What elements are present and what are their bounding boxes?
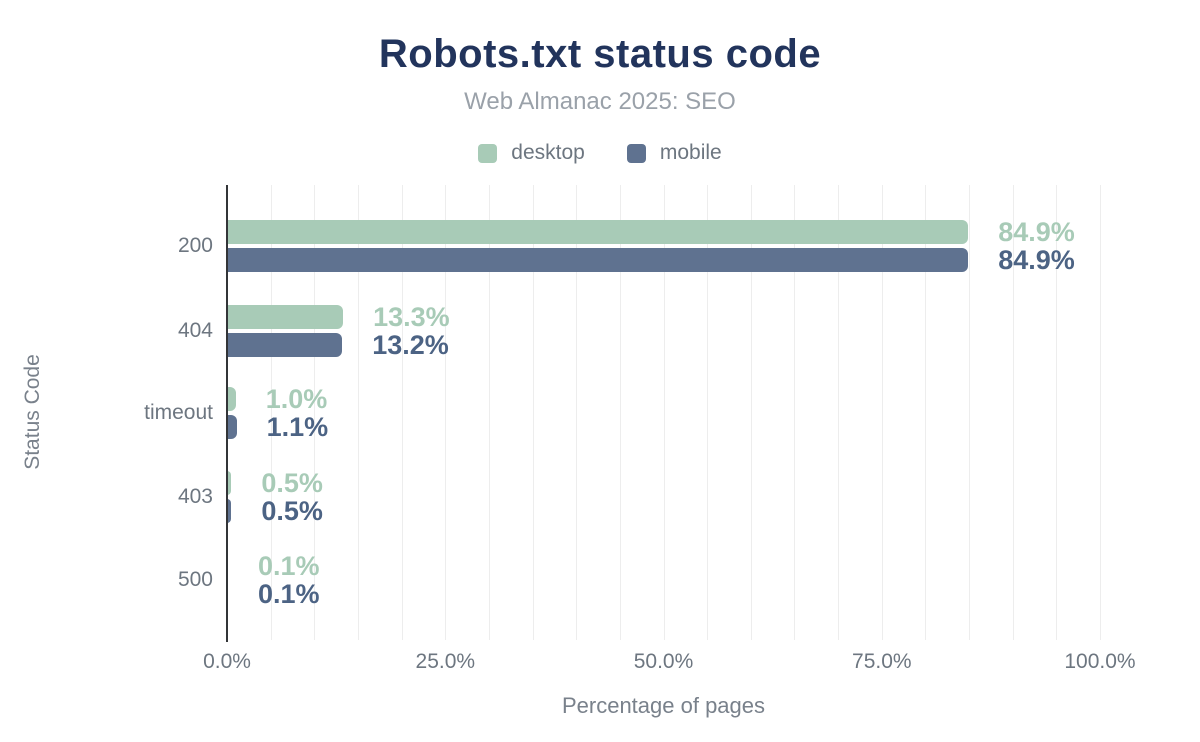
gridline [707,185,709,640]
gridline [314,185,316,640]
gridline [401,185,403,640]
x-axis-title: Percentage of pages [561,693,766,718]
gridline [663,185,665,640]
gridline [488,185,490,640]
bar-mobile-403[interactable] [227,499,232,523]
bar-desktop-timeout[interactable] [227,387,236,411]
value-label-desktop-404: 13.3% [373,302,450,332]
chart-title: Robots.txt status code [378,32,822,76]
legend: desktop mobile [0,141,1200,165]
gridline [881,185,883,640]
gridline [838,185,840,640]
mobile-swatch-icon [626,143,646,163]
bar-mobile-timeout[interactable] [227,415,237,439]
gridline [750,185,752,640]
x-tick-label-50: 50.0% [633,650,694,673]
x-tick-label-25: 25.0% [415,650,476,673]
gridline [925,185,927,640]
bar-mobile-200[interactable] [227,248,969,272]
category-labels: 200 404 timeout 403 500 [0,185,213,640]
gridline [969,185,970,640]
category-label-timeout: timeout [144,401,213,424]
category-label-200: 200 [177,234,213,257]
gridline [619,185,621,640]
bar-desktop-404[interactable] [227,305,344,329]
chart-subtitle: Web Almanac 2025: SEO [464,88,736,115]
gridline [1100,185,1101,640]
x-tick-label-75: 75.0% [852,650,912,673]
value-label-desktop-500: 0.1% [258,551,320,581]
value-label-mobile-200: 84.9% [998,245,1075,275]
x-axis-ticks: 0.0% 25.0% 50.0% 75.0% 100.0% [0,650,1200,676]
gridline [576,185,578,640]
bar-mobile-404[interactable] [227,333,343,357]
value-label-mobile-404: 13.2% [372,330,449,360]
value-label-desktop-200: 84.9% [998,217,1075,247]
bar-desktop-200[interactable] [227,220,969,244]
gridline [357,185,359,640]
desktop-swatch-icon [478,143,498,163]
value-label-mobile-timeout: 1.1% [266,412,329,442]
gridline [270,185,272,640]
y-axis-line [226,185,228,642]
category-label-404: 404 [177,319,213,342]
value-label-desktop-timeout: 1.0% [265,384,328,414]
value-label-mobile-403: 0.5% [261,496,323,526]
legend-item-mobile[interactable]: mobile [626,141,722,165]
legend-item-desktop[interactable]: desktop [478,141,585,165]
gridline [445,185,447,640]
gridline [794,185,796,640]
bar-desktop-403[interactable] [227,471,232,495]
gridline [1056,185,1058,640]
value-label-mobile-500: 0.1% [258,579,320,609]
category-label-403: 403 [177,485,213,508]
x-tick-label-0: 0.0% [203,650,251,673]
value-label-desktop-403: 0.5% [261,468,323,498]
plot-area: 84.9% 84.9% 13.3% 13.2% 1.0% 1.1% 0.5% 0.5% 0.1%… [227,185,1101,640]
x-tick-label-100: 100.0% [1064,650,1136,673]
legend-label-mobile: mobile [659,141,722,164]
category-label-500: 500 [177,568,213,591]
gridline [532,185,534,640]
gridline [1012,185,1014,640]
legend-label-desktop: desktop [511,141,585,164]
